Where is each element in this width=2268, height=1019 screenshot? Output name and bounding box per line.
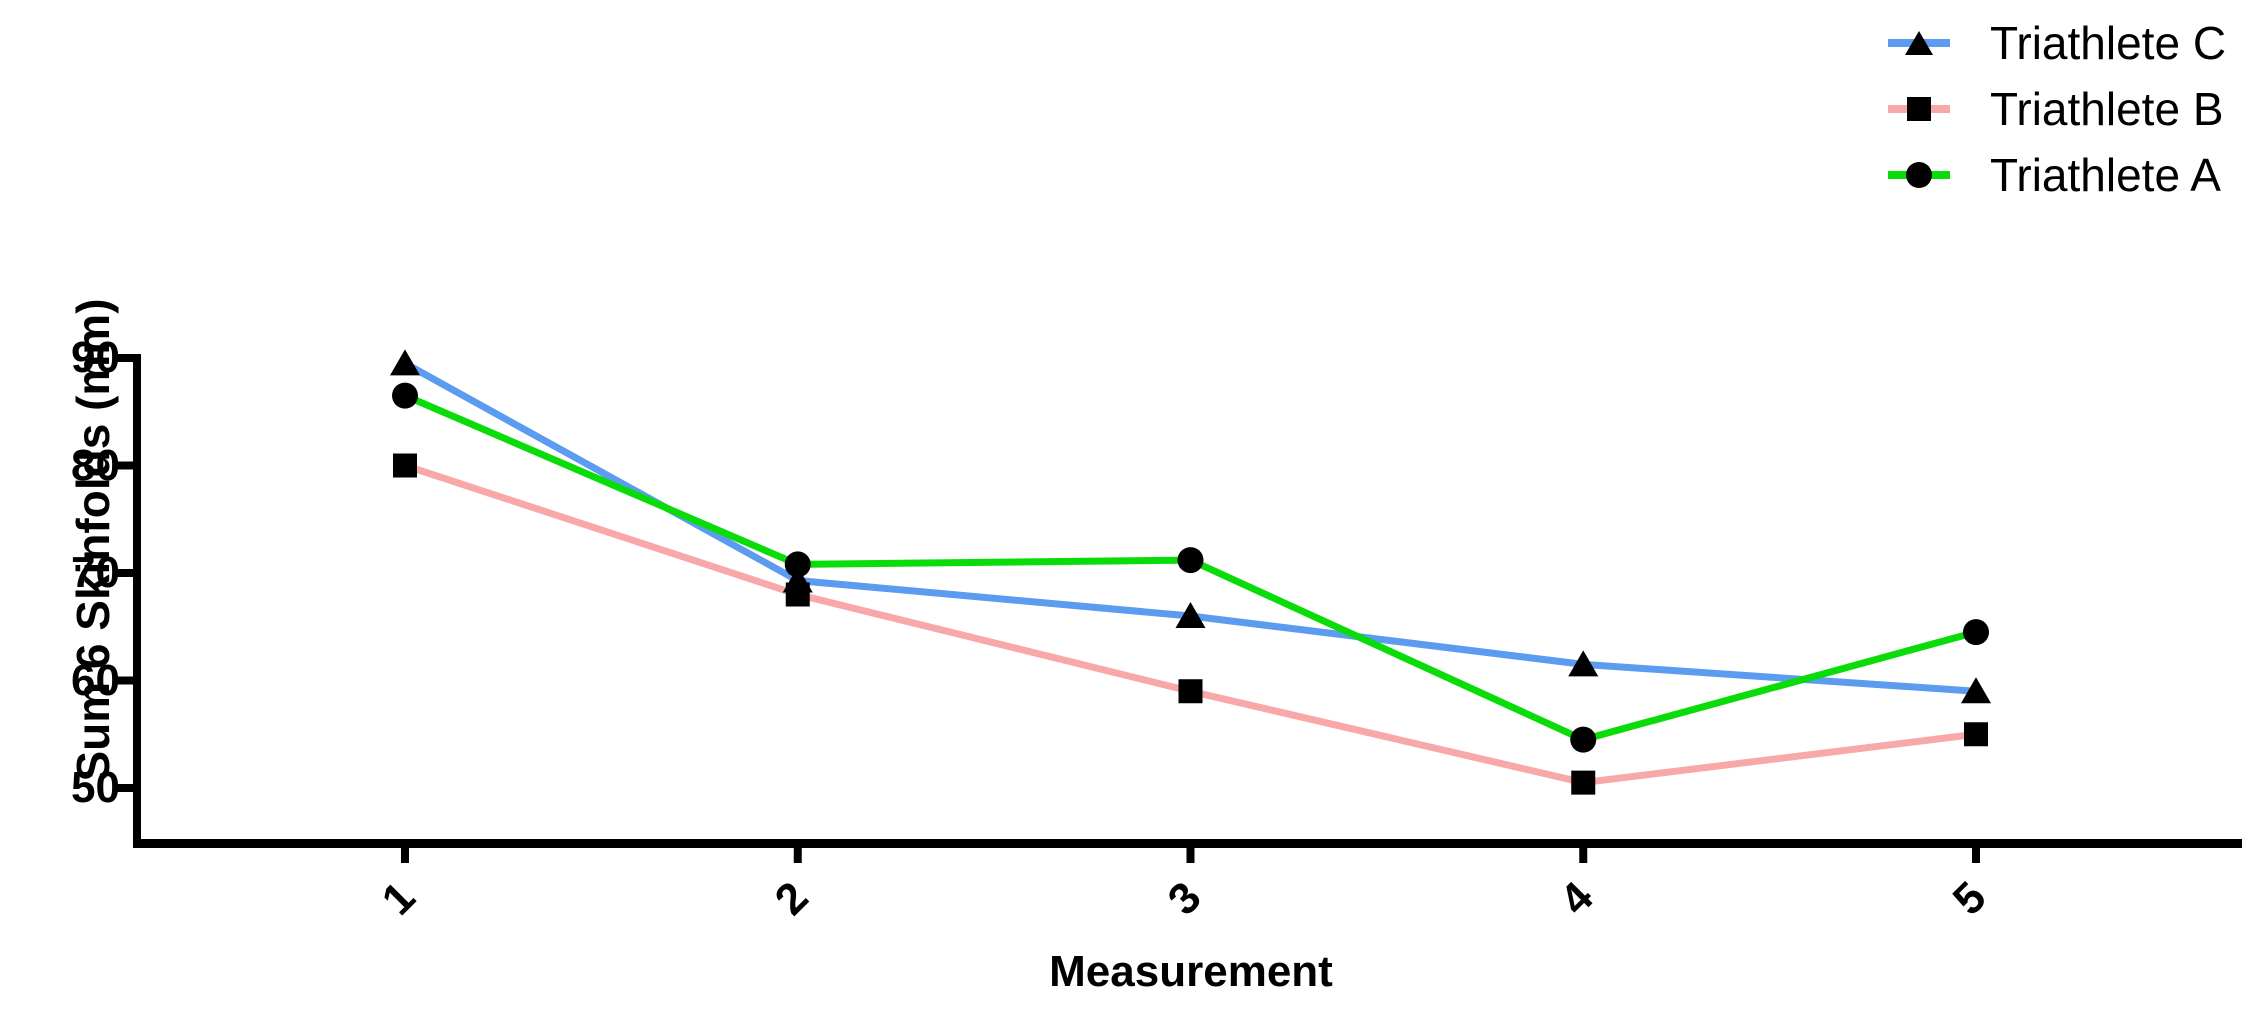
x-tick [1186, 848, 1195, 863]
y-tick [115, 461, 133, 470]
legend-item-triathlete-b: Triathlete B [1888, 86, 2226, 132]
series-line-triathlete-c [403, 360, 1977, 695]
circle-marker-icon [1906, 162, 1932, 188]
y-tick [115, 569, 133, 577]
circle-marker-icon [1963, 619, 1989, 646]
triangle-marker-icon [390, 349, 420, 376]
y-tick-label: 90 [71, 333, 120, 382]
legend-label: Triathlete A [1990, 149, 2221, 201]
y-tick-label: 60 [71, 655, 120, 705]
y-tick [115, 354, 133, 362]
legend: Triathlete C Triathlete B Triathlete A [1888, 20, 2226, 218]
y-tick-label: 80 [71, 440, 120, 490]
triangle-marker-icon [1568, 650, 1599, 677]
triangle-marker-icon [1961, 677, 1991, 704]
x-axis-line [133, 839, 2242, 848]
x-tick [1579, 848, 1588, 863]
triangle-marker-icon [1175, 602, 1206, 628]
square-marker-icon [1964, 722, 1988, 747]
circle-marker-icon [392, 382, 418, 409]
square-marker-icon [393, 453, 417, 478]
square-marker-icon [1178, 679, 1203, 704]
square-marker-icon [785, 582, 810, 607]
legend-item-triathlete-a: Triathlete A [1888, 152, 2226, 198]
legend-item-triathlete-c: Triathlete C [1888, 20, 2226, 66]
triangle-marker-icon [1905, 31, 1933, 55]
legend-swatch [1888, 28, 1950, 58]
square-marker-icon [1571, 770, 1596, 795]
y-tick [115, 784, 133, 792]
x-tick [1972, 848, 1980, 863]
y-axis-title: Sum 6 Skinfolds (mm) [67, 298, 119, 782]
x-axis-title: Measurement [1049, 947, 1333, 996]
square-marker-icon [1907, 97, 1931, 121]
circle-marker-icon [1570, 726, 1597, 753]
y-axis-line [133, 354, 141, 848]
legend-swatch [1888, 94, 1950, 124]
x-tick [793, 848, 802, 863]
y-tick-label: 50 [71, 763, 120, 812]
circle-marker-icon [784, 551, 811, 578]
legend-label: Triathlete B [1990, 83, 2224, 135]
x-tick [401, 848, 409, 863]
y-tick-label: 70 [71, 548, 120, 597]
y-tick [115, 676, 133, 685]
legend-swatch [1888, 160, 1950, 190]
legend-label: Triathlete C [1990, 17, 2227, 69]
circle-marker-icon [1177, 547, 1204, 574]
